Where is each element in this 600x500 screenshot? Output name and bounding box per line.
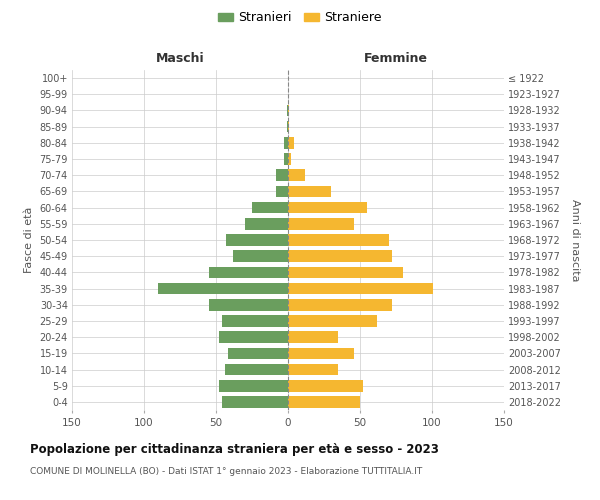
Bar	[222, 315, 288, 327]
Bar	[252, 202, 288, 213]
Bar	[288, 315, 377, 327]
Bar	[209, 299, 288, 310]
Bar	[288, 299, 392, 310]
Bar	[288, 153, 291, 165]
Text: Femmine: Femmine	[364, 52, 428, 65]
Text: COMUNE DI MOLINELLA (BO) - Dati ISTAT 1° gennaio 2023 - Elaborazione TUTTITALIA.: COMUNE DI MOLINELLA (BO) - Dati ISTAT 1°…	[30, 468, 422, 476]
Bar	[288, 104, 289, 117]
Bar	[288, 202, 367, 213]
Legend: Stranieri, Straniere: Stranieri, Straniere	[213, 6, 387, 29]
Bar	[288, 266, 403, 278]
Bar	[288, 218, 354, 230]
Bar	[209, 266, 288, 278]
Bar	[277, 170, 288, 181]
Bar	[288, 121, 289, 132]
Bar	[277, 186, 288, 198]
Bar	[288, 282, 433, 294]
Bar	[288, 364, 338, 376]
Bar	[287, 104, 288, 117]
Text: Popolazione per cittadinanza straniera per età e sesso - 2023: Popolazione per cittadinanza straniera p…	[30, 442, 439, 456]
Bar	[288, 186, 331, 198]
Bar	[233, 250, 288, 262]
Bar	[219, 380, 288, 392]
Bar	[158, 282, 288, 294]
Bar	[222, 396, 288, 407]
Bar	[219, 332, 288, 343]
Bar	[288, 234, 389, 246]
Text: Maschi: Maschi	[155, 52, 205, 65]
Y-axis label: Fasce di età: Fasce di età	[24, 207, 34, 273]
Bar	[284, 153, 288, 165]
Bar	[284, 137, 288, 148]
Bar	[288, 332, 338, 343]
Bar	[288, 380, 363, 392]
Bar	[287, 121, 288, 132]
Bar	[226, 234, 288, 246]
Bar	[227, 348, 288, 359]
Bar	[288, 170, 305, 181]
Bar	[245, 218, 288, 230]
Bar	[288, 137, 294, 148]
Bar	[288, 348, 354, 359]
Bar	[288, 250, 392, 262]
Bar	[224, 364, 288, 376]
Bar	[288, 396, 360, 407]
Y-axis label: Anni di nascita: Anni di nascita	[569, 198, 580, 281]
